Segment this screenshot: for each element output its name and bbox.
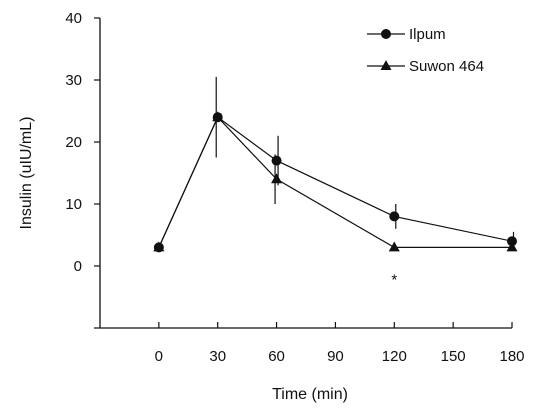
significance-marker: * [391, 271, 397, 288]
legend-label: Suwon 464 [409, 58, 484, 75]
x-tick-label: 30 [209, 348, 226, 365]
plot-area: * [153, 76, 518, 288]
x-tick-label: 0 [155, 348, 163, 365]
series-line [158, 116, 513, 248]
legend-item: Suwon 464 [367, 58, 484, 75]
data-point [271, 155, 282, 166]
x-tick-label: 180 [499, 348, 524, 365]
data-point [389, 211, 400, 222]
series-ilpum [153, 112, 517, 253]
y-tick-label: 40 [65, 10, 82, 27]
data-point [506, 241, 518, 252]
legend-marker [380, 60, 392, 70]
y-tick-label: 10 [65, 196, 82, 213]
data-point [153, 241, 165, 252]
series-suwon-464 [153, 76, 518, 252]
data-point [212, 111, 224, 122]
legend: Ilpum Suwon 464 [367, 26, 484, 75]
y-tick-label: 30 [65, 72, 82, 89]
x-axis-title: Time (min) [272, 386, 348, 403]
data-point [271, 173, 283, 184]
y-tick-label: 0 [74, 258, 82, 275]
x-tick-label: 150 [441, 348, 466, 365]
x-tick-label: 120 [382, 348, 407, 365]
x-tick-label: 90 [327, 348, 344, 365]
data-point [507, 236, 517, 247]
data-point [388, 241, 400, 252]
legend-label: Ilpum [409, 26, 446, 43]
x-tick-label: 60 [268, 348, 285, 365]
series-line [158, 116, 512, 248]
legend-marker [381, 29, 391, 39]
legend-item: Ilpum [367, 26, 446, 43]
axes: 0 10 20 30 40 0 30 60 90 120 150 180 [65, 10, 524, 365]
y-axis-title: Insulin (uIU/mL) [18, 117, 35, 230]
y-tick-label: 20 [65, 134, 82, 151]
